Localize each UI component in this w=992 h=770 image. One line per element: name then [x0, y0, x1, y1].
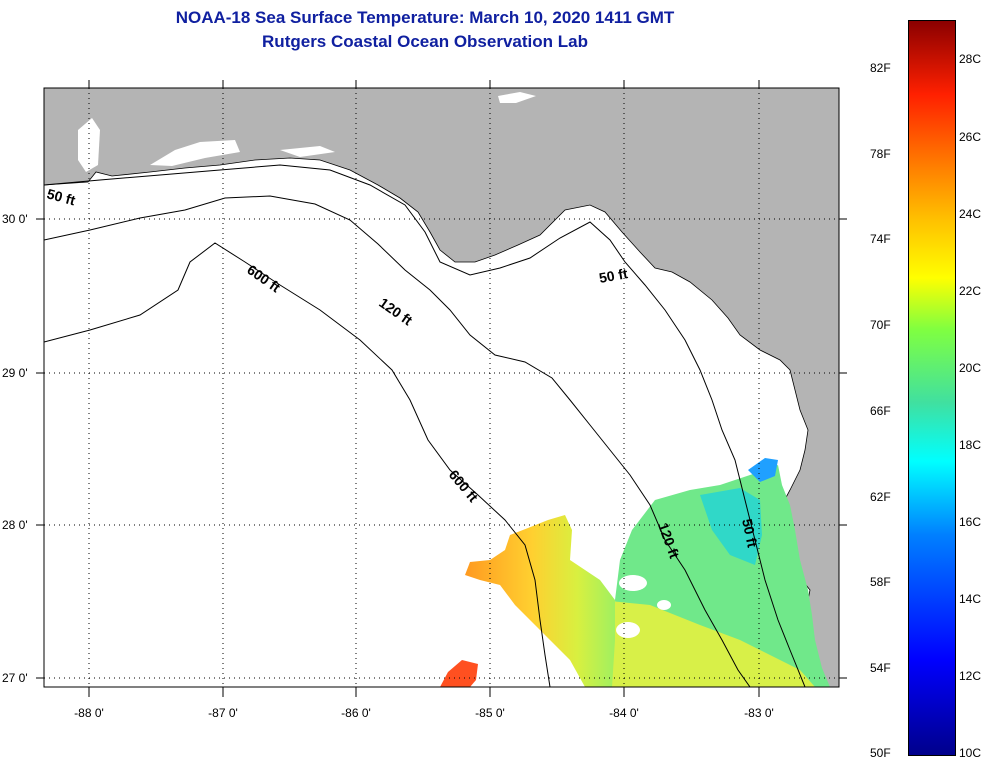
lon-label: -83 0' — [744, 706, 774, 720]
sst-orange-patch — [465, 515, 615, 687]
colorbar-c-label: 10C — [959, 746, 982, 760]
lat-label: 27 0' — [2, 671, 28, 685]
bay-choctawhatchee — [280, 146, 335, 157]
contour-600ft — [44, 242, 551, 687]
colorbar-f-label: 74F — [870, 232, 891, 246]
colorbar-f-label: 54F — [870, 661, 891, 675]
contour-50ft — [44, 164, 806, 687]
contour-label: 50 ft — [45, 185, 77, 208]
colorbar-f-label: 50F — [870, 746, 891, 760]
colorbar-c-label: 28C — [959, 52, 982, 66]
lat-label: 30 0' — [2, 212, 28, 226]
lat-label: 29 0' — [2, 366, 28, 380]
colorbar-c-label: 12C — [959, 669, 982, 683]
contour-120ft — [44, 195, 751, 687]
map-subtitle: Rutgers Coastal Ocean Observation Lab — [262, 32, 588, 51]
colorbar-gradient — [909, 21, 955, 755]
lon-label: -86 0' — [341, 706, 371, 720]
cloud-gap — [619, 575, 647, 591]
colorbar-c-label: 14C — [959, 592, 982, 606]
lat-label: 28 0' — [2, 518, 28, 532]
lon-label: -88 0' — [74, 706, 104, 720]
sst-yellow-patch — [590, 600, 815, 687]
colorbar-c-label: 16C — [959, 515, 982, 529]
axis-ticks — [36, 80, 847, 697]
lon-label: -87 0' — [208, 706, 238, 720]
lon-label: -85 0' — [475, 706, 505, 720]
colorbar-f-label: 82F — [870, 61, 891, 75]
colorbar-f-label: 78F — [870, 147, 891, 161]
map-frame — [43, 87, 840, 688]
lake-inland — [498, 92, 536, 103]
colorbar-c-label: 26C — [959, 130, 982, 144]
lon-label: -84 0' — [609, 706, 639, 720]
colorbar-f-label: 70F — [870, 318, 891, 332]
temperature-colorbar — [908, 20, 956, 756]
colorbar-c-label: 22C — [959, 284, 982, 298]
cloud-gap — [657, 600, 671, 610]
contour-label: 50 ft — [598, 265, 629, 286]
colorbar-c-label: 24C — [959, 207, 982, 221]
sst-red-patch — [440, 660, 478, 687]
bay-pensacola — [150, 140, 240, 166]
bay-mobile — [78, 118, 100, 172]
colorbar-f-label: 66F — [870, 404, 891, 418]
map-title: NOAA-18 Sea Surface Temperature: March 1… — [175, 8, 675, 27]
colorbar-c-label: 18C — [959, 438, 982, 452]
sst-blue-patch — [748, 458, 778, 482]
colorbar-c-label: 20C — [959, 361, 982, 375]
colorbar-f-label: 58F — [870, 575, 891, 589]
colorbar-f-label: 62F — [870, 490, 891, 504]
cloud-gap — [616, 622, 640, 638]
